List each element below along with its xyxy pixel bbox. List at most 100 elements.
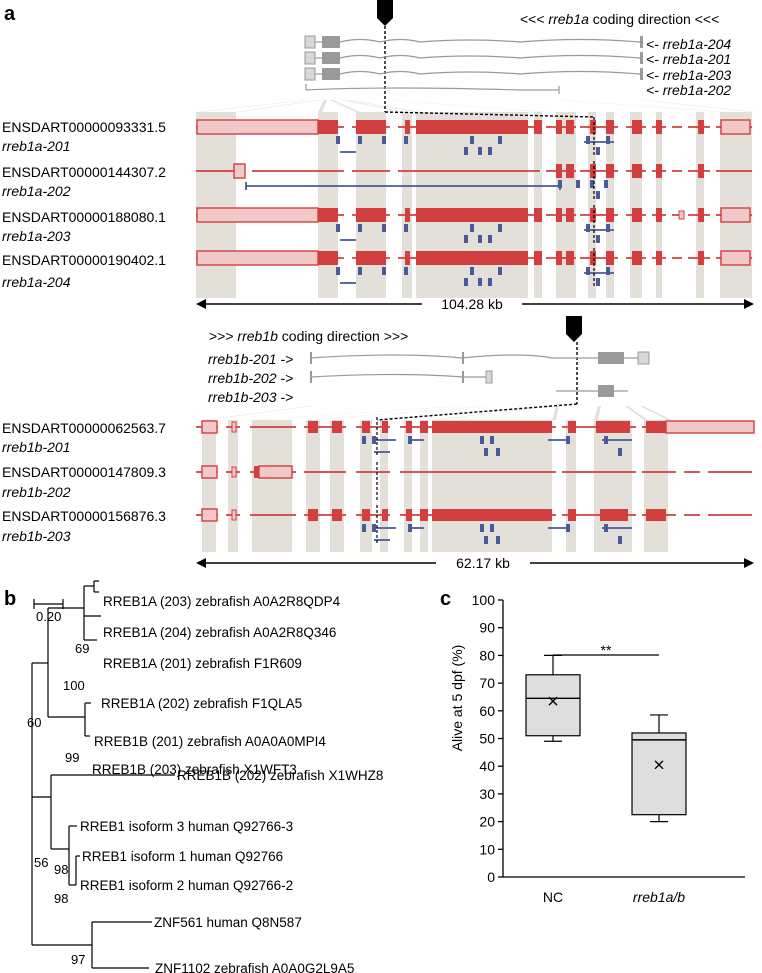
domain-mark <box>470 136 474 144</box>
coding-exon <box>646 421 666 433</box>
tree-scale-label: 0.20 <box>36 609 61 624</box>
domain-mark <box>596 278 600 286</box>
coding-exon <box>332 509 342 521</box>
domain-mark <box>590 180 594 188</box>
coding-exon <box>566 164 574 178</box>
box <box>631 732 687 816</box>
mini-exon <box>322 36 340 48</box>
tree-scale-bar <box>33 599 64 609</box>
mini-utr <box>304 51 316 65</box>
mini-exon <box>598 352 624 364</box>
domain-mark <box>606 224 610 232</box>
mini-exon <box>462 352 464 364</box>
utr-box <box>233 163 246 179</box>
domain-mark <box>464 235 468 243</box>
domain-mark <box>490 524 494 532</box>
domain-mark <box>576 180 580 188</box>
phylogenetic-tree <box>31 580 175 969</box>
panel-label-a: a <box>4 3 16 25</box>
transcript-id: ENSDART00000188080.1 <box>2 209 166 225</box>
mini-exon <box>310 352 312 364</box>
y-tick-label: 10 <box>479 841 495 857</box>
coding-exon <box>362 509 370 521</box>
bootstrap-value: 99 <box>65 750 79 765</box>
coding-exon <box>420 509 428 521</box>
transcript-id: ENSDART00000062563.7 <box>2 420 166 436</box>
coding-exon <box>632 208 642 222</box>
coding-exon <box>406 421 412 433</box>
rreb1b-transcript-tracks <box>196 417 755 545</box>
rreb1b-scale-bar: 62.17 kb <box>196 555 754 571</box>
exon-shade <box>402 112 412 298</box>
mini-utr <box>304 35 316 49</box>
domain-mark <box>484 448 488 456</box>
tree-leaf: RREB1 isoform 2 human Q92766-2 <box>80 878 293 893</box>
mini-exon <box>640 52 643 64</box>
domain-mark <box>496 448 500 456</box>
domain-mark <box>488 147 492 155</box>
coding-exon <box>362 421 370 433</box>
rreb1b-coding-direction: >>> rreb1b coding direction >>> <box>209 328 408 344</box>
x-category-label: rreb1a/b <box>633 889 685 905</box>
coding-exon <box>318 251 338 265</box>
zoom-connector <box>346 100 420 112</box>
coding-exon <box>556 164 562 178</box>
coding-exon <box>356 208 386 222</box>
mini-utr <box>304 67 316 81</box>
exon-shade <box>566 420 576 552</box>
rreb1b-scale-label: 62.17 kb <box>456 555 510 571</box>
exon-shade <box>202 420 216 552</box>
domain-mark <box>496 536 500 544</box>
zoom-connector <box>642 100 756 112</box>
exon-shade <box>644 420 668 552</box>
coding-exon <box>416 208 528 222</box>
coding-exon <box>382 421 388 433</box>
tree-leaf: ZNF1102 zebrafish A0A0G2L9A5 <box>155 961 354 973</box>
domain-mark <box>382 267 386 275</box>
tree-leaf: RREB1A (202) zebrafish F1QLA5 <box>101 696 302 711</box>
domain-mark <box>484 536 488 544</box>
coding-exon <box>632 164 642 178</box>
y-tick-label: 60 <box>479 703 495 719</box>
domain-mark <box>586 267 590 275</box>
utr-box <box>196 207 319 223</box>
coding-exon <box>632 120 642 134</box>
exon-shade <box>606 112 614 298</box>
coding-exon <box>332 421 342 433</box>
zoom-connector <box>330 100 360 112</box>
exon-shade <box>420 420 428 552</box>
zoom-connector <box>318 100 327 112</box>
exon-shade <box>252 420 292 552</box>
coding-exon <box>596 421 630 433</box>
utr-box <box>201 508 218 522</box>
exon-shade <box>306 420 320 552</box>
domain-mark <box>498 224 502 232</box>
domain-mark <box>404 136 408 144</box>
tree-leaf: RREB1A (201) zebrafish F1R609 <box>103 656 302 671</box>
zoom-connector <box>236 100 321 112</box>
mini-exon <box>598 385 614 397</box>
mini-intron <box>309 354 598 359</box>
mini-exon <box>462 371 464 383</box>
coding-exon <box>568 509 576 521</box>
exon-shade <box>196 112 236 298</box>
mini-exon <box>322 52 340 64</box>
coding-exon <box>568 421 576 433</box>
tree-leaf: RREB1 isoform 1 human Q92766 <box>82 849 283 864</box>
exon-shade <box>380 420 388 552</box>
domain-mark <box>358 224 362 232</box>
mini-label-rreb1a-201: <- rreb1a-201 <box>646 51 731 67</box>
significance-label: ** <box>601 642 612 658</box>
coding-exon <box>566 208 574 222</box>
coding-exon <box>632 251 642 265</box>
coding-exon <box>432 421 552 433</box>
bootstrap-value: 60 <box>27 715 41 730</box>
mini-intron <box>315 38 641 43</box>
coding-exon <box>405 120 410 134</box>
domain-mark <box>464 147 468 155</box>
transcript-name: rreb1a-202 <box>2 183 71 199</box>
rreb1a-mini-gene-model: <- rreb1a-204 <- rreb1a-201 <- rreb1a-20… <box>304 0 731 118</box>
utr-box <box>258 465 293 479</box>
mini-exon <box>322 68 340 80</box>
tree-leaf: RREB1 isoform 3 human Q92766-3 <box>80 819 293 834</box>
